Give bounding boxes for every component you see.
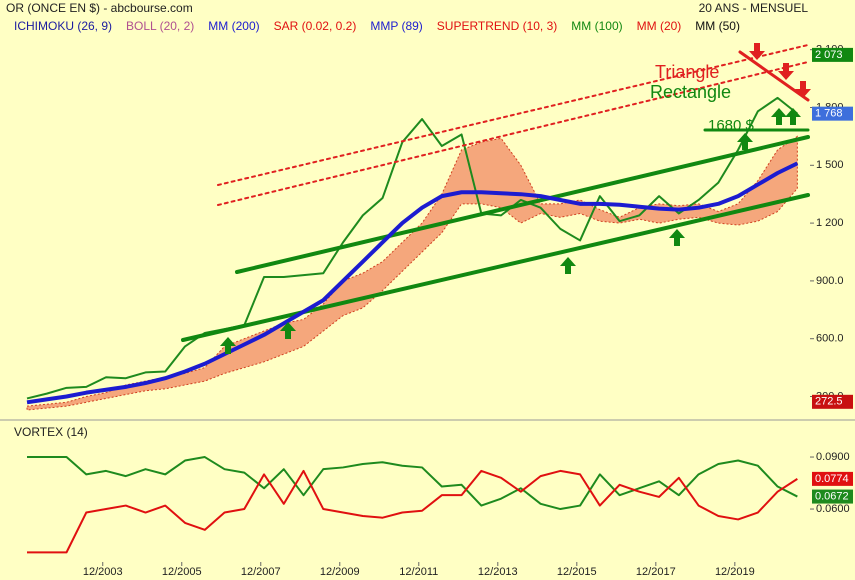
support-line	[235, 135, 810, 274]
legend-entry: MM (200)	[208, 19, 259, 33]
y-tick-label: 600.0	[816, 333, 844, 345]
panel-title: VORTEX (14)	[14, 425, 88, 439]
legend-entry: MM (20)	[637, 19, 682, 33]
legend-entry: ICHIMOKU (26, 9)	[14, 19, 112, 33]
down-arrows	[749, 43, 811, 98]
channel-line	[217, 61, 809, 206]
up-arrow	[785, 108, 801, 125]
price-tag	[812, 489, 853, 504]
down-arrow	[795, 81, 811, 98]
x-tick-label: 12/2005	[162, 566, 202, 578]
x-tick-label: 12/2011	[399, 566, 438, 578]
trend-lines	[181, 44, 810, 342]
back-layer	[26, 96, 798, 554]
y-tick-label: 1 200	[816, 217, 844, 229]
price-tag-label: 272.5	[815, 396, 843, 408]
up-arrows	[220, 108, 801, 354]
down-arrow	[749, 43, 765, 60]
y-tick-label: 1 500	[816, 159, 844, 171]
legend-entry: MMP (89)	[370, 19, 422, 33]
up-arrow	[737, 133, 753, 150]
chart-title: OR (ONCE EN $) - abcbourse.com	[6, 1, 193, 15]
x-tick-label: 12/2009	[320, 566, 360, 578]
price-tag-label: 0.0672	[815, 490, 849, 502]
price-tag	[812, 47, 853, 62]
annotation: 1680 $	[708, 117, 755, 134]
legend-entry: BOLL (20, 2)	[126, 19, 194, 33]
legend: ICHIMOKU (26, 9) BOLL (20, 2) MM (200) SAR …	[14, 19, 740, 33]
price-tag-label: 1 768	[815, 108, 843, 120]
x-tick-label: 12/2003	[83, 566, 123, 578]
y-tick-label: 0.0600	[816, 503, 850, 515]
up-arrow	[560, 257, 576, 274]
y-tick-label: 0.0900	[816, 451, 850, 463]
annotation: Triangle	[655, 62, 719, 82]
legend-entry: SAR (0.02, 0.2)	[274, 19, 357, 33]
price-tag	[812, 471, 853, 486]
vortex-line	[27, 469, 798, 554]
support-line	[181, 193, 810, 342]
y-tick-label: 900.0	[816, 275, 844, 287]
legend-entry: SUPERTREND (10, 3)	[437, 19, 557, 33]
x-tick-label: 12/2013	[478, 566, 518, 578]
ichimoku-cloud	[26, 135, 798, 411]
up-arrow	[771, 108, 787, 125]
channel-line	[217, 44, 809, 186]
x-tick-label: 12/2017	[636, 566, 676, 578]
legend-entry: MM (100)	[571, 19, 622, 33]
up-arrow	[280, 322, 296, 339]
x-tick-label: 12/2019	[715, 566, 755, 578]
price-tag-label: 2 073	[815, 49, 843, 61]
price-tag	[812, 106, 853, 121]
price-tag	[812, 394, 853, 409]
down-arrow	[778, 63, 794, 80]
triangle-line	[738, 50, 810, 102]
moving-average	[26, 161, 799, 405]
period: 20 ANS - MENSUEL	[699, 1, 809, 15]
x-tick-label: 12/2015	[557, 566, 597, 578]
up-arrow	[220, 337, 236, 354]
legend-entry: MM (50)	[695, 19, 740, 33]
annotation: Rectangle	[650, 82, 731, 102]
up-arrow	[669, 229, 685, 246]
price-line	[26, 96, 798, 400]
price-tag-label: 0.0774	[815, 473, 849, 485]
x-tick-label: 12/2007	[241, 566, 281, 578]
